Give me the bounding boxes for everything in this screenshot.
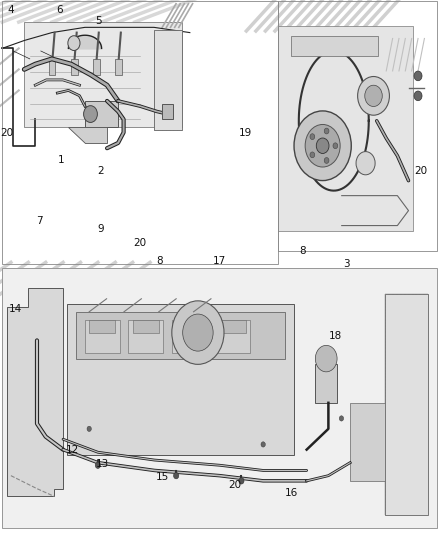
Text: 20: 20 (0, 128, 13, 138)
Bar (315, 364, 337, 403)
Text: 7: 7 (36, 216, 43, 226)
Circle shape (172, 301, 224, 365)
Bar (278, 1, 437, 251)
Text: 2: 2 (97, 166, 104, 175)
Circle shape (414, 91, 422, 101)
Bar (350, 403, 385, 481)
Text: 20: 20 (414, 166, 427, 175)
Circle shape (239, 478, 244, 484)
Bar (76, 312, 285, 359)
Bar (2, 1, 278, 264)
Text: 16: 16 (285, 488, 298, 498)
Bar (85, 101, 118, 127)
Text: 20: 20 (228, 480, 241, 490)
Circle shape (84, 106, 97, 123)
Text: 3: 3 (343, 259, 350, 269)
Text: 12: 12 (66, 446, 79, 455)
Bar (220, 320, 246, 333)
Bar (2, 268, 437, 528)
Bar (49, 59, 56, 75)
Text: 8: 8 (299, 246, 306, 255)
Circle shape (294, 111, 351, 181)
Bar (115, 59, 122, 75)
Bar (2, 268, 437, 528)
Circle shape (68, 36, 80, 51)
Bar (89, 320, 115, 333)
Circle shape (414, 71, 422, 80)
Bar (93, 59, 99, 75)
Circle shape (310, 134, 315, 140)
Circle shape (305, 125, 340, 167)
Bar (278, 26, 413, 231)
Bar (154, 30, 182, 130)
Bar (128, 320, 163, 353)
Polygon shape (24, 22, 182, 127)
Text: 8: 8 (156, 256, 163, 266)
Bar (133, 320, 159, 333)
Bar (85, 320, 120, 353)
Polygon shape (7, 288, 63, 496)
Polygon shape (68, 127, 107, 143)
Circle shape (324, 128, 329, 134)
Bar (71, 59, 78, 75)
Circle shape (316, 138, 329, 154)
Text: 14: 14 (9, 304, 22, 314)
Text: 17: 17 (212, 256, 226, 266)
Text: 15: 15 (155, 472, 169, 482)
Circle shape (183, 314, 213, 351)
Bar (291, 36, 378, 56)
Bar (215, 320, 250, 353)
Circle shape (310, 152, 315, 158)
Circle shape (365, 85, 382, 107)
Bar (2, 1, 278, 264)
Bar (2, 268, 437, 528)
Text: 18: 18 (328, 331, 342, 341)
Circle shape (261, 442, 265, 447)
Circle shape (357, 77, 389, 115)
Text: 6: 6 (56, 5, 63, 14)
Circle shape (333, 143, 338, 149)
Circle shape (356, 151, 375, 175)
Bar (172, 320, 207, 353)
Bar (162, 103, 173, 119)
Text: 4: 4 (7, 5, 14, 14)
Text: 13: 13 (96, 459, 110, 469)
Bar (385, 294, 428, 515)
Circle shape (173, 472, 179, 479)
Text: 9: 9 (97, 224, 104, 234)
Circle shape (95, 462, 100, 469)
Text: 5: 5 (95, 17, 102, 26)
Bar (67, 304, 293, 455)
Text: 19: 19 (239, 128, 252, 138)
Text: 1: 1 (58, 155, 65, 165)
Circle shape (339, 416, 344, 421)
Circle shape (87, 426, 92, 432)
Circle shape (315, 345, 337, 372)
Bar (278, 1, 437, 251)
Circle shape (324, 158, 329, 164)
Bar (176, 320, 202, 333)
Text: 20: 20 (134, 238, 147, 247)
